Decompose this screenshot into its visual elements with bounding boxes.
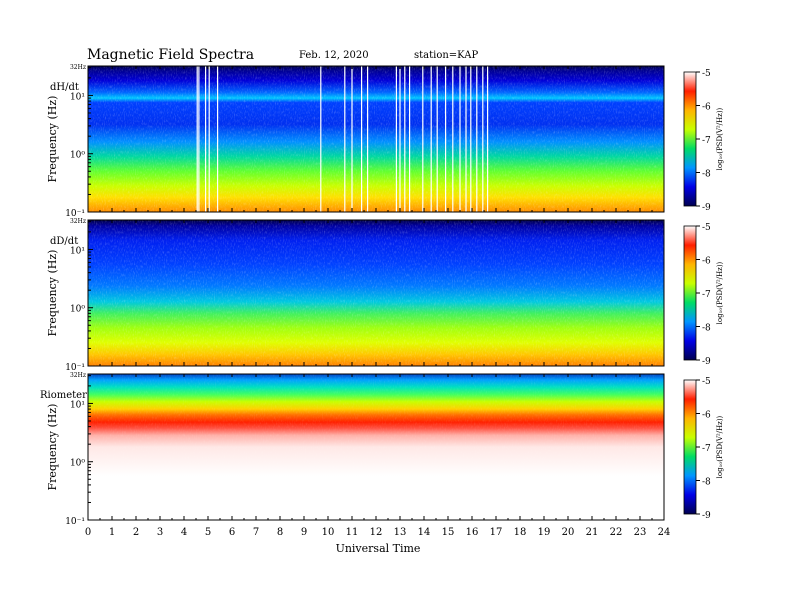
x-tick-label: 24: [658, 527, 671, 538]
x-tick-label: 5: [205, 527, 211, 538]
x-tick-label: 12: [370, 527, 383, 538]
colorbar-tick-label: -9: [702, 357, 711, 367]
x-tick-label: 9: [301, 527, 307, 538]
x-axis: 0 1 2 3 4 5 6 7 8 9 10 11 12 13 14 15 16 17 18 19 20 21 22 23 24: [85, 66, 671, 538]
colorbar-tick-label: -7: [702, 290, 711, 300]
panel-name: dH/dt: [50, 82, 79, 93]
figure-title: Magnetic Field Spectra: [87, 47, 254, 63]
x-tick-label: 20: [562, 527, 575, 538]
x-tick-label: 14: [418, 527, 431, 538]
x-tick-label: 18: [514, 527, 527, 538]
x-tick-label: 22: [610, 527, 623, 538]
colorbar-label: log₁₀(PSD(V²/Hz)): [716, 415, 724, 478]
panel-name: dD/dt: [50, 236, 78, 247]
x-tick-label: 1: [109, 527, 115, 538]
panel-1: 32Hz 10¹ 10⁰ 10⁻¹ dH/dt Frequency (Hz) -5 -6 -7 -…: [46, 64, 724, 219]
y-tick-label: 10⁻¹: [65, 363, 85, 373]
colorbar-tick-label: -9: [702, 511, 711, 521]
colorbar-label: log₁₀(PSD(V²/Hz)): [716, 261, 724, 324]
x-tick-label: 10: [322, 527, 335, 538]
colorbar: [683, 225, 697, 361]
colorbar-tick-label: -7: [702, 444, 711, 454]
y-tick-label: 10⁰: [70, 459, 85, 469]
y-tick-label: 10⁰: [70, 305, 85, 315]
colorbar-tick-label: -7: [702, 136, 711, 146]
y-tick-label: 10¹: [70, 246, 85, 256]
colorbar-tick-label: -6: [702, 411, 711, 421]
panel-name: Riometer: [40, 390, 87, 401]
y-axis-label: Frequency (Hz): [46, 404, 59, 491]
x-tick-label: 11: [346, 527, 359, 538]
colorbar-tick-label: -8: [702, 478, 711, 488]
colorbar-tick-label: -5: [702, 377, 711, 387]
spectrogram-panels: 32Hz 10¹ 10⁰ 10⁻¹ dH/dt Frequency (Hz) -5 -6 -7 -…: [40, 64, 724, 527]
x-tick-label: 8: [277, 527, 283, 538]
x-tick-label: 16: [466, 527, 479, 538]
colorbar-tick-label: -5: [702, 69, 711, 79]
x-tick-label: 3: [157, 527, 163, 538]
colorbar-tick-label: -6: [702, 257, 711, 267]
x-tick-label: 2: [133, 527, 139, 538]
colorbar: [683, 71, 697, 207]
x-tick-label: 17: [490, 527, 503, 538]
colorbar-tick-label: -6: [702, 103, 711, 113]
x-tick-label: 19: [538, 527, 551, 538]
y-tick-label: 10⁰: [70, 151, 85, 161]
x-tick-label: 6: [229, 527, 235, 538]
panel-2: 32Hz 10¹ 10⁰ 10⁻¹ dD/dt Frequency (Hz) -5 -6 -7 -…: [46, 218, 724, 373]
x-tick-label: 0: [85, 527, 91, 538]
x-tick-label: 7: [253, 527, 259, 538]
y-top-label: 32Hz: [70, 372, 86, 379]
y-top-label: 32Hz: [70, 64, 86, 71]
colorbar-tick-label: -8: [702, 324, 711, 334]
x-tick-label: 15: [442, 527, 455, 538]
colorbar: [683, 379, 697, 515]
x-tick-label: 23: [634, 527, 647, 538]
date-label: Feb. 12, 2020: [299, 50, 369, 61]
x-axis-label: Universal Time: [336, 542, 421, 555]
y-top-label: 32Hz: [70, 218, 86, 225]
y-axis-label: Frequency (Hz): [46, 250, 59, 337]
colorbar-label: log₁₀(PSD(V²/Hz)): [716, 107, 724, 170]
y-tick-label: 10¹: [70, 400, 85, 410]
y-tick-label: 10¹: [70, 92, 85, 102]
spectrogram-texture: [88, 374, 664, 520]
x-tick-label: 4: [181, 527, 187, 538]
spectrogram-texture: [88, 220, 664, 366]
station-label: station=KAP: [414, 50, 478, 61]
colorbar-tick-label: -8: [702, 170, 711, 180]
spectrogram-texture: [88, 66, 664, 212]
x-tick-label: 21: [586, 527, 599, 538]
y-axis-label: Frequency (Hz): [46, 96, 59, 183]
colorbar-tick-label: -5: [702, 223, 711, 233]
x-tick-label: 13: [394, 527, 407, 538]
colorbar-tick-label: -9: [702, 203, 711, 213]
y-tick-label: 10⁻¹: [65, 517, 85, 527]
panel-3: 32Hz 10¹ 10⁰ 10⁻¹ Riometer Frequency (Hz) -5 -6…: [40, 372, 724, 527]
y-tick-label: 10⁻¹: [65, 209, 85, 219]
